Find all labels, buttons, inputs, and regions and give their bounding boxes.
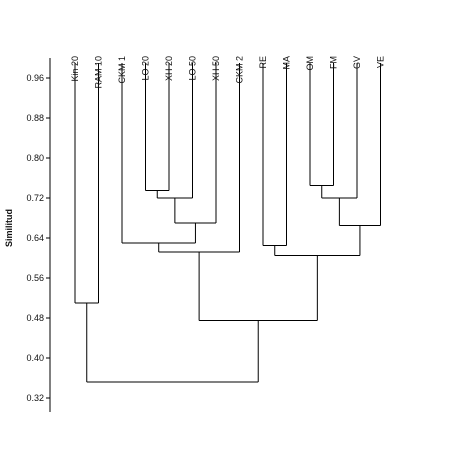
- leaf-label: OM: [305, 56, 315, 71]
- y-tick-label: 0.64: [26, 233, 44, 243]
- y-tick-label: 0.40: [26, 353, 44, 363]
- leaf-label: RAM 10: [94, 56, 104, 89]
- y-tick-label: 0.56: [26, 273, 44, 283]
- leaf-label: VE: [376, 56, 386, 68]
- leaf-label: MA: [282, 56, 292, 70]
- y-tick-label: 0.72: [26, 193, 44, 203]
- leaf-label: CKM 1: [117, 56, 127, 84]
- dendrogram-branches: [74, 63, 381, 383]
- leaf-label: GV: [352, 56, 362, 69]
- leaf-labels: Kin 20 RAM 10 CKM 1 LO 20 XH 20 LO 50 XH 50 CKM…: [70, 56, 386, 89]
- leaf-label: XH 20: [164, 56, 174, 81]
- leaf-label: CKM 2: [235, 56, 245, 84]
- leaf-label: LO 20: [141, 56, 151, 81]
- y-tick-label: 0.88: [26, 113, 44, 123]
- y-axis: 0.32 0.40 0.48 0.56 0.64 0.72 0.80 0.88 0.96: [26, 58, 51, 412]
- y-tick-label: 0.32: [26, 393, 44, 403]
- leaf-label: FM: [329, 56, 339, 69]
- y-axis-title: Similitud: [4, 209, 14, 247]
- y-tick-label: 0.96: [26, 73, 44, 83]
- leaf-label: LO 50: [188, 56, 198, 81]
- leaf-label: XH 50: [211, 56, 221, 81]
- leaf-label: RE: [258, 56, 268, 69]
- y-tick-label: 0.48: [26, 313, 44, 323]
- leaf-label: Kin 20: [70, 56, 80, 82]
- y-tick-label: 0.80: [26, 153, 44, 163]
